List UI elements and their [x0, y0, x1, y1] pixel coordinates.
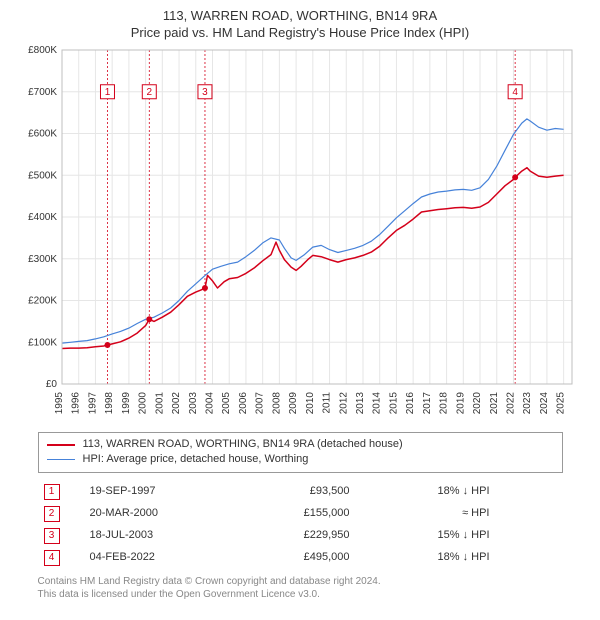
marker-pct: 15% ↓ HPI [350, 529, 490, 542]
marker-price: £93,500 [230, 485, 350, 498]
chart-svg: £0 £100K £200K £300K £400K £500K £600K £700K £80… [20, 46, 580, 426]
x-tick-label: 2025 [556, 391, 567, 414]
marker-table-row: 404-FEB-2022£495,00018% ↓ HPI [38, 547, 563, 569]
x-tick-label: 1998 [104, 391, 115, 414]
chart-plot-area: £0 £100K £200K £300K £400K £500K £600K £700K £80… [20, 46, 580, 426]
x-tick-label: 2011 [322, 391, 333, 413]
legend-label: HPI: Average price, detached house, Wort… [83, 452, 309, 467]
x-tick-label: 2016 [405, 391, 416, 414]
x-tick-label: 2020 [472, 391, 483, 414]
footer-line1: Contains HM Land Registry data © Crown c… [38, 575, 563, 588]
x-tick-label: 1996 [71, 391, 82, 414]
marker-price: £495,000 [230, 551, 350, 564]
y-tick-label: £600K [28, 128, 57, 139]
x-tick-label: 2022 [505, 391, 516, 414]
y-tick-label: £800K [28, 46, 57, 56]
x-tick-label: 2006 [238, 391, 249, 414]
marker-table-row: 119-SEP-1997£93,50018% ↓ HPI [38, 481, 563, 503]
legend-label: 113, WARREN ROAD, WORTHING, BN14 9RA (de… [83, 437, 403, 452]
footer-attribution: Contains HM Land Registry data © Crown c… [38, 575, 563, 601]
chart-title-line2: Price paid vs. HM Land Registry's House … [10, 25, 590, 40]
y-tick-label: £500K [28, 170, 57, 181]
legend-row: HPI: Average price, detached house, Wort… [47, 452, 554, 467]
marker-label: 1 [105, 87, 111, 98]
x-tick-label: 2009 [288, 391, 299, 414]
x-tick-label: 1999 [121, 391, 132, 414]
x-tick-label: 2003 [188, 391, 199, 414]
y-tick-label: £0 [46, 379, 58, 390]
marker-date: 04-FEB-2022 [60, 551, 230, 564]
marker-pct: 18% ↓ HPI [350, 485, 490, 498]
x-tick-label: 2010 [305, 391, 316, 414]
marker-price: £229,950 [230, 529, 350, 542]
x-tick-label: 2012 [338, 391, 349, 414]
x-tick-label: 2014 [372, 391, 383, 414]
x-tick-label: 1995 [54, 391, 65, 414]
marker-number-box: 4 [44, 550, 60, 566]
legend: 113, WARREN ROAD, WORTHING, BN14 9RA (de… [38, 432, 563, 473]
footer-line2: This data is licensed under the Open Gov… [38, 588, 563, 601]
x-tick-label: 2000 [138, 391, 149, 414]
marker-label: 4 [512, 87, 518, 98]
marker-number-box: 1 [44, 484, 60, 500]
marker-number-box: 2 [44, 506, 60, 522]
y-tick-label: £700K [28, 87, 57, 98]
legend-row: 113, WARREN ROAD, WORTHING, BN14 9RA (de… [47, 437, 554, 452]
x-tick-label: 2007 [255, 391, 266, 414]
x-tick-label: 2005 [221, 391, 232, 414]
x-tick-label: 2021 [489, 391, 500, 414]
marker-pct: ≈ HPI [350, 507, 490, 520]
x-tick-label: 1997 [87, 391, 98, 414]
y-tick-label: £200K [28, 295, 57, 306]
markers-table: 119-SEP-1997£93,50018% ↓ HPI220-MAR-2000… [38, 481, 563, 569]
legend-swatch [47, 459, 75, 460]
legend-swatch [47, 444, 75, 446]
x-tick-label: 2017 [422, 391, 433, 414]
marker-date: 19-SEP-1997 [60, 485, 230, 498]
marker-number-box: 3 [44, 528, 60, 544]
x-tick-label: 2019 [455, 391, 466, 414]
chart-container: { "title_line1": "113, WARREN ROAD, WORT… [0, 0, 600, 620]
marker-label: 2 [147, 87, 153, 98]
x-tick-label: 2004 [204, 391, 215, 414]
marker-table-row: 318-JUL-2003£229,95015% ↓ HPI [38, 525, 563, 547]
chart-title-line1: 113, WARREN ROAD, WORTHING, BN14 9RA [10, 8, 590, 25]
x-tick-label: 2008 [271, 391, 282, 414]
marker-label: 3 [202, 87, 208, 98]
x-tick-label: 2013 [355, 391, 366, 414]
x-tick-label: 2001 [154, 391, 165, 414]
y-tick-label: £300K [28, 254, 57, 265]
marker-table-row: 220-MAR-2000£155,000≈ HPI [38, 503, 563, 525]
marker-pct: 18% ↓ HPI [350, 551, 490, 564]
marker-price: £155,000 [230, 507, 350, 520]
x-tick-label: 2002 [171, 391, 182, 414]
y-tick-label: £400K [28, 212, 57, 223]
x-tick-label: 2024 [539, 391, 550, 414]
y-tick-label: £100K [28, 337, 57, 348]
x-tick-label: 2023 [522, 391, 533, 414]
x-tick-label: 2015 [388, 391, 399, 414]
x-tick-label: 2018 [439, 391, 450, 414]
marker-date: 18-JUL-2003 [60, 529, 230, 542]
marker-date: 20-MAR-2000 [60, 507, 230, 520]
